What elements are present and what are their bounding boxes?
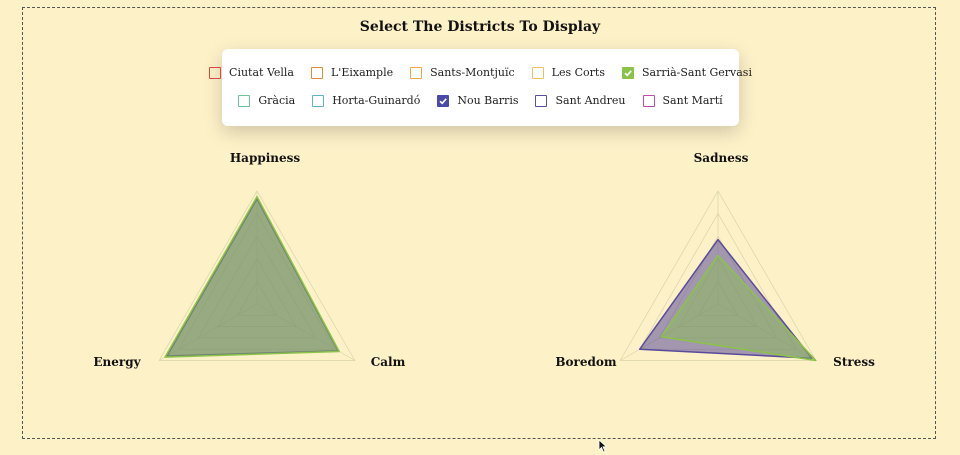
legend-item[interactable]: Sant Martí — [642, 94, 723, 107]
legend-item[interactable]: Sants-Montjuïc — [410, 66, 515, 79]
chart-frame — [22, 7, 936, 439]
checkbox-icon[interactable] — [238, 94, 251, 107]
checkbox-icon[interactable] — [535, 94, 548, 107]
checkbox-icon[interactable] — [209, 66, 222, 79]
legend-item[interactable]: Sant Andreu — [535, 94, 626, 107]
legend-item[interactable]: Nou Barris — [437, 94, 518, 107]
radar-grid-ring — [619, 190, 817, 361]
legend-label: Sarrià-Sant Gervasi — [641, 66, 752, 79]
page-title: Select The Districts To Display — [359, 19, 601, 35]
checkbox-icon[interactable] — [312, 94, 325, 107]
radar-axis-label: Calm — [371, 355, 406, 369]
radar-series-area[interactable] — [660, 254, 817, 362]
checkbox-icon[interactable] — [642, 94, 655, 107]
legend-row: Gràcia Horta-Guinardó Nou Barris Sant Andre… — [222, 94, 739, 107]
legend-row: Ciutat Vella L'Eixample Sants-Montjuïc Les … — [209, 66, 752, 79]
legend-label: Gràcia — [258, 94, 296, 107]
checkbox-icon[interactable] — [310, 66, 323, 79]
radar-axis-label: Energy — [93, 355, 141, 369]
legend-item[interactable]: Les Corts — [531, 66, 605, 79]
radar-chart: Sadness Stress Boredom — [555, 151, 875, 369]
mouse-cursor-icon — [598, 439, 608, 453]
radar-series-area[interactable] — [164, 195, 340, 358]
legend-label: Sant Martí — [662, 94, 723, 107]
radar-series-area[interactable] — [166, 198, 339, 357]
legend-item[interactable]: Sarrià-Sant Gervasi — [621, 66, 752, 79]
checkbox-checked-icon[interactable] — [621, 66, 634, 79]
radar-axis-label: Happiness — [230, 151, 301, 165]
radar-axis-label: Boredom — [555, 355, 616, 369]
legend-label: Nou Barris — [457, 94, 519, 107]
legend-item[interactable]: Gràcia — [238, 94, 295, 107]
legend-label: Les Corts — [551, 66, 605, 79]
checkbox-icon[interactable] — [531, 66, 544, 79]
radar-chart: Happiness Calm Energy — [93, 151, 405, 369]
radar-axis-label: Sadness — [694, 151, 749, 165]
radar-axis-label: Stress — [833, 355, 875, 369]
checkbox-checked-icon[interactable] — [437, 94, 450, 107]
legend-label: L'Eixample — [330, 66, 394, 79]
radar-grid-ring — [158, 190, 356, 361]
legend-label: Sant Andreu — [555, 94, 626, 107]
checkbox-icon[interactable] — [410, 66, 423, 79]
radar-series-area[interactable] — [638, 238, 813, 359]
legend-label: Sants-Montjuïc — [430, 66, 515, 79]
legend-label: Ciutat Vella — [229, 66, 294, 79]
district-legend: Ciutat Vella L'Eixample Sants-Montjuïc Les … — [209, 49, 752, 126]
legend-item[interactable]: Horta-Guinardó — [312, 94, 420, 107]
legend-label: Horta-Guinardó — [332, 94, 421, 107]
legend-item[interactable]: L'Eixample — [310, 66, 394, 79]
legend-item[interactable]: Ciutat Vella — [209, 66, 294, 79]
